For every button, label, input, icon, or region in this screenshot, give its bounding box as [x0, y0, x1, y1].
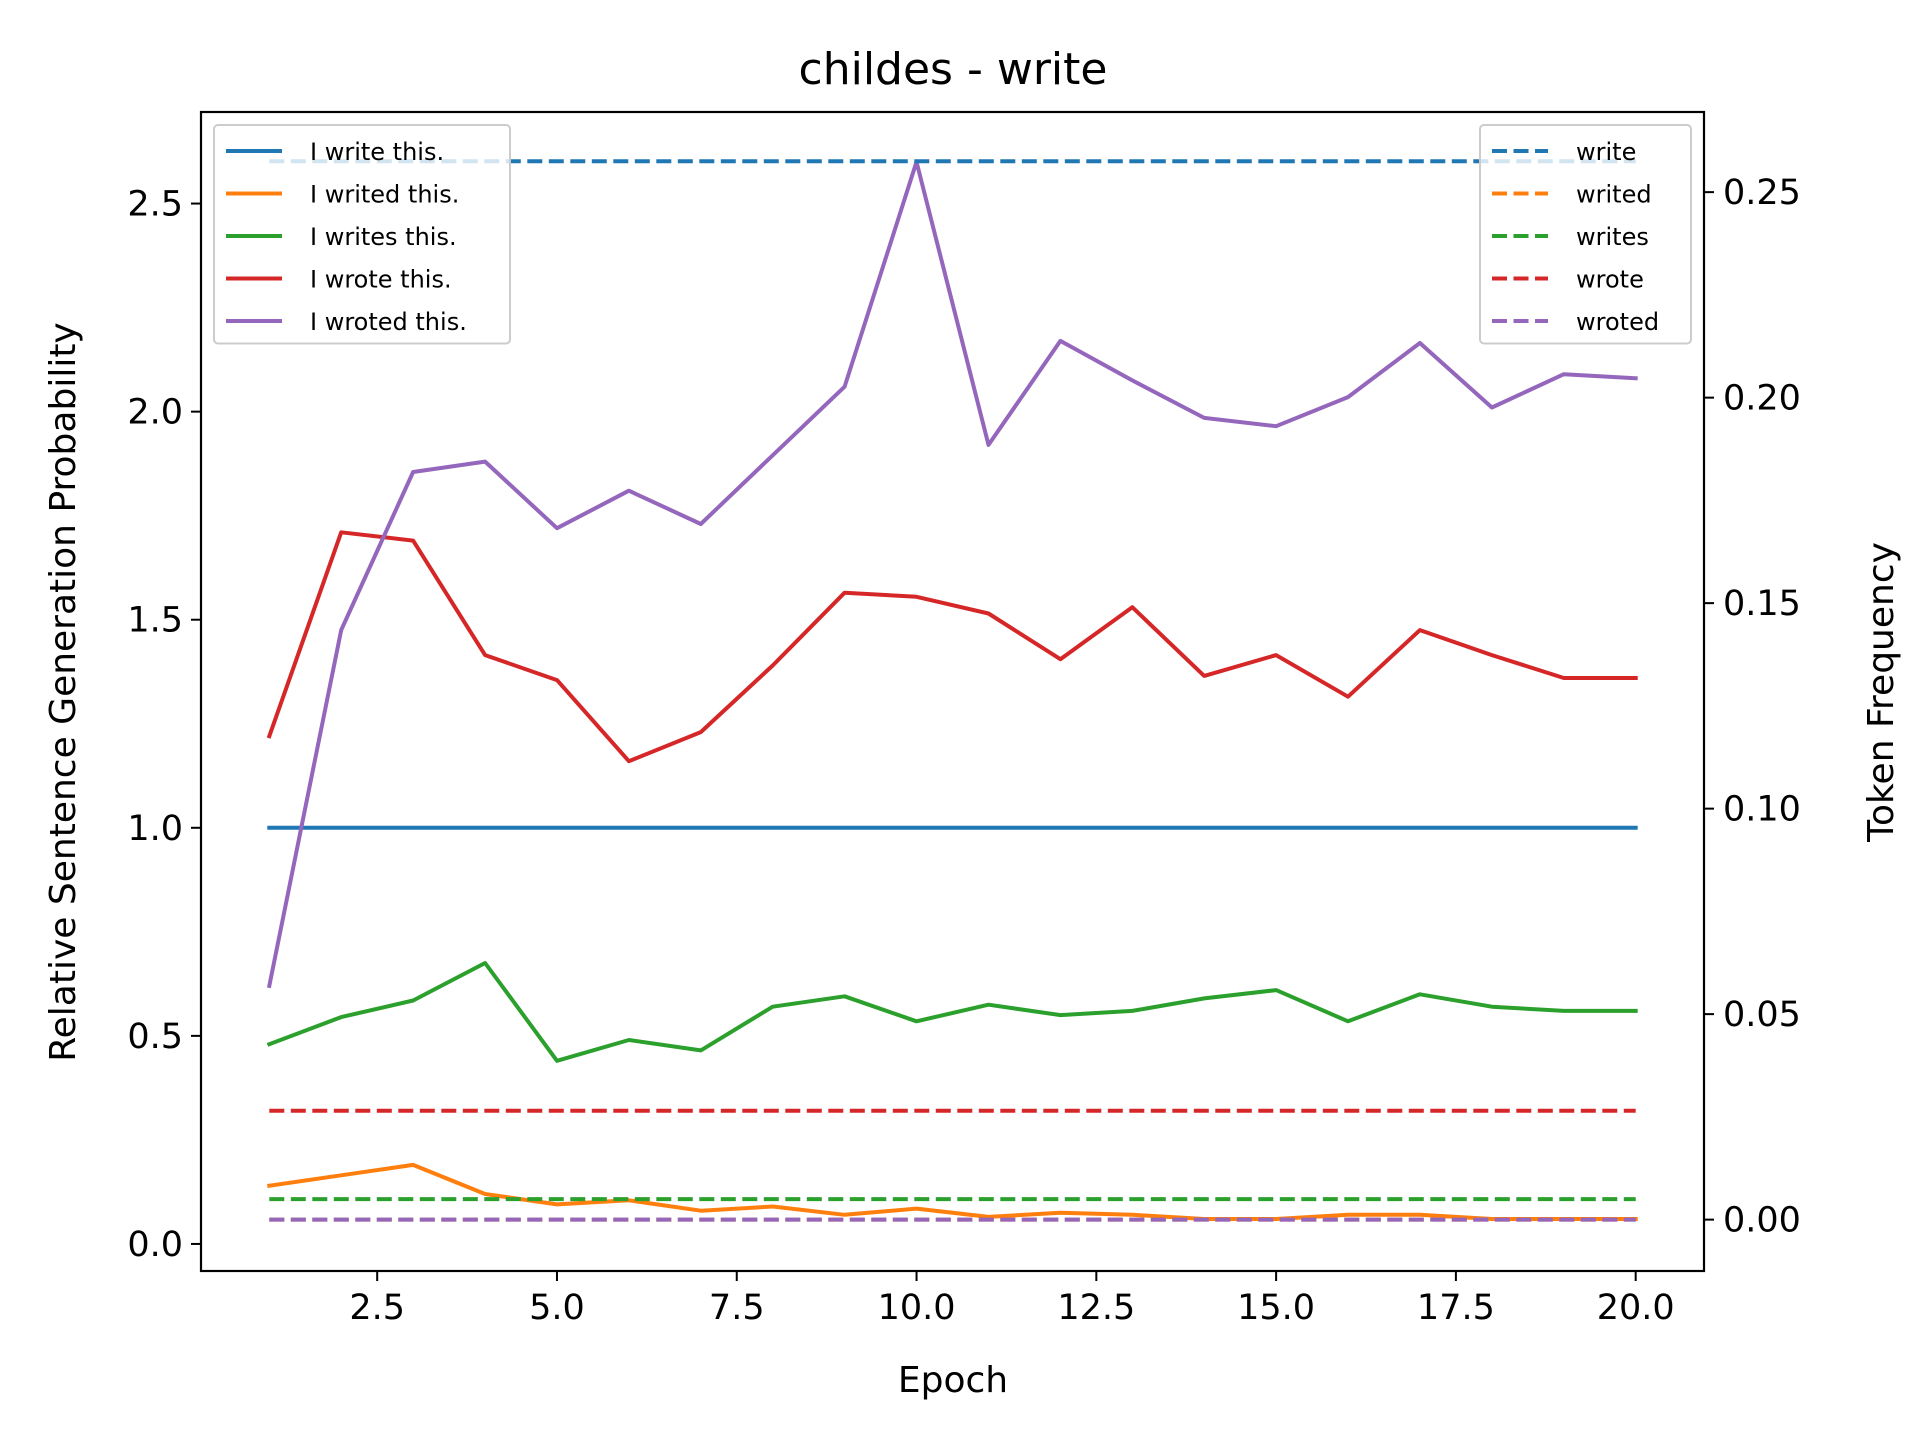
legend-frame — [1479, 124, 1692, 345]
y-tick-label: 2.0 — [127, 393, 183, 433]
y-tick-label: 0.0 — [127, 1225, 183, 1265]
plot-area — [266, 159, 1638, 1222]
y-right-tick-label: 0.10 — [1723, 790, 1801, 830]
y-tick-label: 2.5 — [127, 185, 183, 225]
legend-right: write writed writes wrote wroted — [1479, 124, 1692, 345]
chart-title: childes - write — [799, 44, 1108, 95]
axes: 2.5 5.0 7.5 10.0 12.5 15.0 17.5 20.0 0.0 0.5 1.0 1.… — [127, 173, 1801, 1328]
legend-label: I wroted this. — [310, 308, 467, 336]
y-tick-label: 0.5 — [127, 1017, 183, 1057]
legend-label: writes — [1576, 223, 1649, 251]
x-tick-label: 12.5 — [1057, 1288, 1135, 1328]
series-line-i-writes-this — [266, 961, 1638, 1063]
x-tick-label: 20.0 — [1597, 1288, 1675, 1328]
y-tick-label: 1.5 — [127, 601, 183, 641]
x-tick-label: 10.0 — [878, 1288, 956, 1328]
legend-label: I wrote this. — [310, 266, 452, 294]
legend-label: wroted — [1576, 308, 1659, 336]
y-right-tick-label: 0.15 — [1723, 584, 1801, 624]
series-line-i-writed-this — [267, 1162, 1638, 1221]
x-tick-label: 5.0 — [529, 1288, 585, 1328]
y-axis-label: Relative Sentence Generation Probability — [43, 322, 84, 1061]
x-axis-label: Epoch — [898, 1360, 1008, 1401]
y-tick-label: 1.0 — [127, 809, 183, 849]
legend-label: write — [1576, 138, 1636, 166]
x-tick-label: 2.5 — [349, 1288, 405, 1328]
legend-label: I write this. — [310, 138, 444, 166]
series-line-i-wroted-this — [266, 159, 1638, 989]
legend-label: I writed this. — [310, 181, 459, 209]
legend-label: writed — [1576, 181, 1652, 209]
y-right-tick-label: 0.05 — [1723, 995, 1801, 1035]
x-tick-label: 7.5 — [709, 1288, 765, 1328]
plot-frame — [199, 110, 1706, 1273]
y-right-tick-label: 0.25 — [1723, 173, 1801, 213]
legend-label: I writes this. — [310, 223, 457, 251]
x-tick-label: 15.0 — [1237, 1288, 1315, 1328]
y-right-tick-label: 0.20 — [1723, 379, 1801, 419]
y-axis-right-label: Token Frequency — [1861, 542, 1902, 843]
x-tick-label: 17.5 — [1417, 1288, 1495, 1328]
series-line-i-wrote-this — [266, 530, 1638, 764]
legend-frame — [213, 124, 511, 345]
y-right-tick-label: 0.00 — [1723, 1201, 1801, 1241]
legend-left: I write this. I writed this. I writes this… — [213, 124, 511, 345]
legend-label: wrote — [1576, 266, 1644, 294]
